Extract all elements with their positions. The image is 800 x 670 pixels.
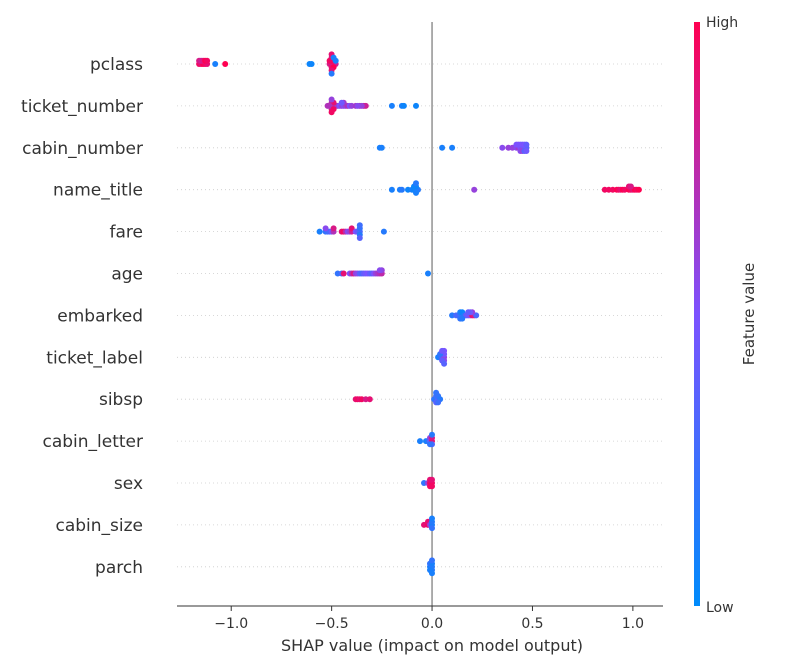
point-ticket_number-8 [326,102,333,109]
feature-label-age: age [111,265,143,285]
point-cabin_letter-0 [417,438,423,445]
feature-label-ticket_number: ticket_number [21,97,143,117]
point-cabin_size-7 [429,515,435,522]
point-cabin_number-1 [378,144,385,151]
point-age-22 [425,270,431,277]
point-parch-7 [429,570,435,577]
point-pclass-10 [222,61,229,67]
point-sex-7 [429,483,435,490]
point-ticket_number-16 [338,99,345,106]
point-sibsp-14 [433,389,440,396]
point-pclass-24 [326,57,333,64]
point-sibsp-5 [366,396,373,403]
point-ticket_number-23 [358,102,365,109]
point-sex-5 [429,476,435,483]
feature-label-parch: parch [95,558,143,578]
point-cabin_size-6 [429,525,435,532]
point-ticket_number-27 [400,102,407,109]
feature-label-sibsp: sibsp [99,390,143,410]
point-age-21 [376,267,383,274]
point-pclass-9 [204,57,211,64]
point-name_title-2 [398,186,405,193]
point-ticket_number-28 [413,102,419,109]
point-name_title-10 [413,189,419,196]
x-tick-label-1: −0.5 [315,616,349,632]
colorbar-high-label: High [706,15,738,31]
x-tick-label-2: 0.0 [421,616,443,632]
x-tick-label-4: 1.0 [622,616,644,632]
point-name_title-26 [635,186,642,193]
x-axis-title: SHAP value (impact on model output) [281,636,583,655]
point-ticket_label-9 [441,360,448,367]
x-tick-label-3: 0.5 [521,616,543,632]
point-name_title-12 [471,186,478,193]
feature-labels: pclass ticket_number cabin_number name_titl… [21,55,143,578]
point-fare-21 [380,228,387,235]
colorbar-low-label: Low [706,600,734,616]
point-ticket_number-24 [354,102,361,109]
point-fare-20 [356,235,363,241]
point-fare-22 [322,225,329,232]
point-ticket_number-9 [328,96,335,103]
feature-label-fare: fare [110,223,143,243]
feature-label-name_title: name_title [53,181,143,201]
point-pclass-27 [328,70,335,77]
x-tick-label-0: −1.0 [214,616,248,632]
feature-label-pclass: pclass [90,55,143,75]
point-cabin_letter-9 [429,431,435,438]
point-cabin_number-4 [499,144,506,151]
point-name_title-11 [413,180,419,187]
colorbar-gradient [694,22,700,606]
point-embarked-1 [453,312,460,319]
point-cabin_letter-8 [427,441,433,448]
point-age-2 [340,270,347,277]
point-name_title-0 [388,186,395,193]
point-cabin_number-21 [513,141,520,148]
point-cabin_number-3 [449,144,456,151]
shap-points [196,51,642,577]
point-ticket_number-30 [330,106,337,113]
point-name_title-28 [627,183,634,190]
colorbar-title: Feature value [740,263,758,365]
x-axis: −1.0 −0.5 0.0 0.5 1.0 [177,605,663,632]
point-embarked-17 [459,315,466,322]
point-sibsp-13 [435,399,442,406]
point-fare-19 [356,222,363,229]
point-embarked-12 [473,312,480,319]
point-fare-0 [316,228,323,235]
point-parch-6 [429,557,435,564]
point-fare-13 [348,225,355,232]
colorbar: High Low Feature value [694,15,758,616]
feature-label-cabin_letter: cabin_letter [42,432,143,452]
feature-label-cabin_size: cabin_size [55,516,143,536]
point-fare-6 [330,225,337,232]
point-pclass-11 [212,61,219,67]
feature-label-ticket_label: ticket_label [46,348,143,368]
point-pclass-28 [332,57,339,64]
point-cabin_number-2 [439,144,446,151]
point-name_title-20 [621,186,628,193]
feature-label-cabin_number: cabin_number [22,139,143,159]
point-ticket_number-25 [388,102,395,109]
point-embarked-15 [465,309,472,316]
feature-label-sex: sex [114,474,143,494]
point-cabin_number-22 [505,144,512,151]
feature-label-embarked: embarked [57,306,143,326]
point-ticket_label-11 [439,347,446,354]
point-cabin_number-20 [523,148,530,154]
point-cabin_number-15 [523,141,530,148]
point-pclass-13 [308,61,315,67]
row-grid-lines [177,63,663,568]
